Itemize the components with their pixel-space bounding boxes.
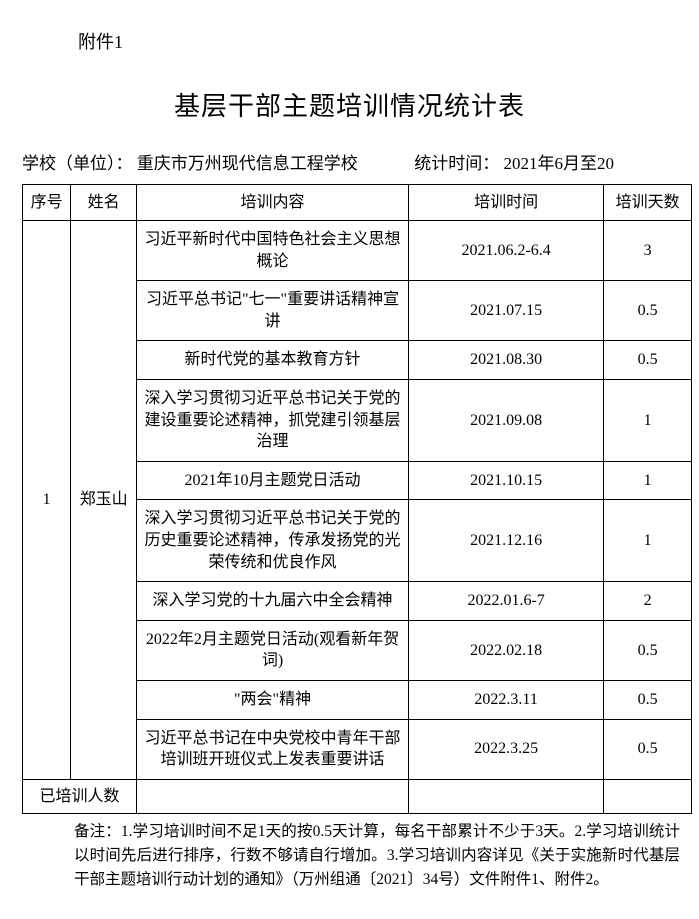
cell-content: "两会"精神 [137, 680, 409, 719]
cell-seq: 1 [23, 221, 71, 780]
cell-time: 2021.10.15 [409, 461, 604, 500]
cell-days: 0.5 [604, 620, 692, 680]
cell-content: 新时代党的基本教育方针 [137, 341, 409, 380]
cell-days: 3 [604, 221, 692, 281]
stat-time-value: 2021年6月至20 [504, 154, 615, 173]
cell-time: 2021.06.2-6.4 [409, 221, 604, 281]
attachment-label: 附件1 [0, 28, 699, 54]
cell-content: 2022年2月主题党日活动(观看新年贺词) [137, 620, 409, 680]
cell-time: 2022.01.6-7 [409, 582, 604, 621]
header-content: 培训内容 [137, 185, 409, 221]
notes-label: 备注： [74, 823, 121, 840]
document-page: 附件1 基层干部主题培训情况统计表 学校（单位）： 重庆市万州现代信息工程学校 … [0, 0, 699, 892]
document-title: 基层干部主题培训情况统计表 [0, 86, 699, 123]
trained-count-row: 已培训人数 [23, 779, 692, 814]
meta-row: 学校（单位）： 重庆市万州现代信息工程学校 统计时间： 2021年6月至20 [0, 149, 699, 174]
header-time: 培训时间 [409, 185, 604, 221]
trained-count-empty [137, 779, 409, 814]
cell-content: 深入学习贯彻习近平总书记关于党的建设重要论述精神，抓党建引领基层治理 [137, 379, 409, 461]
cell-content: 深入学习党的十九届六中全会精神 [137, 582, 409, 621]
cell-name: 郑玉山 [71, 221, 137, 780]
cell-time: 2022.3.25 [409, 719, 604, 779]
table-body: 1郑玉山习近平新时代中国特色社会主义思想概论2021.06.2-6.43习近平总… [23, 221, 692, 814]
notes-text: 1.学习培训时间不足1天的按0.5天计算，每名干部累计不少于3天。2.学习培训统… [74, 823, 680, 888]
cell-time: 2021.12.16 [409, 500, 604, 582]
header-days: 培训天数 [604, 185, 692, 221]
cell-time: 2021.08.30 [409, 341, 604, 380]
cell-days: 0.5 [604, 680, 692, 719]
training-table: 序号 姓名 培训内容 培训时间 培训天数 1郑玉山习近平新时代中国特色社会主义思… [22, 184, 692, 814]
cell-days: 0.5 [604, 341, 692, 380]
cell-content: 2021年10月主题党日活动 [137, 461, 409, 500]
cell-time: 2022.02.18 [409, 620, 604, 680]
cell-time: 2021.07.15 [409, 281, 604, 341]
cell-content: 深入学习贯彻习近平总书记关于党的历史重要论述精神，传承发扬党的光荣传统和优良作风 [137, 500, 409, 582]
cell-time: 2022.3.11 [409, 680, 604, 719]
cell-content: 习近平总书记"七一"重要讲话精神宣讲 [137, 281, 409, 341]
cell-content: 习近平新时代中国特色社会主义思想概论 [137, 221, 409, 281]
table-row: 1郑玉山习近平新时代中国特色社会主义思想概论2021.06.2-6.43 [23, 221, 692, 281]
cell-days: 1 [604, 500, 692, 582]
trained-count-label: 已培训人数 [23, 779, 137, 814]
table-header-row: 序号 姓名 培训内容 培训时间 培训天数 [23, 185, 692, 221]
school-value: 重庆市万州现代信息工程学校 [137, 154, 358, 173]
cell-content: 习近平总书记在中央党校中青年干部培训班开班仪式上发表重要讲话 [137, 719, 409, 779]
cell-days: 1 [604, 461, 692, 500]
stat-time-label: 统计时间： [414, 154, 499, 173]
trained-count-empty [409, 779, 604, 814]
cell-days: 0.5 [604, 281, 692, 341]
notes-block: 备注：1.学习培训时间不足1天的按0.5天计算，每名干部累计不少于3天。2.学习… [0, 814, 690, 892]
header-name: 姓名 [71, 185, 137, 221]
cell-days: 1 [604, 379, 692, 461]
trained-count-empty [604, 779, 692, 814]
school-label: 学校（单位）： [22, 154, 133, 173]
header-seq: 序号 [23, 185, 71, 221]
cell-days: 0.5 [604, 719, 692, 779]
cell-time: 2021.09.08 [409, 379, 604, 461]
cell-days: 2 [604, 582, 692, 621]
